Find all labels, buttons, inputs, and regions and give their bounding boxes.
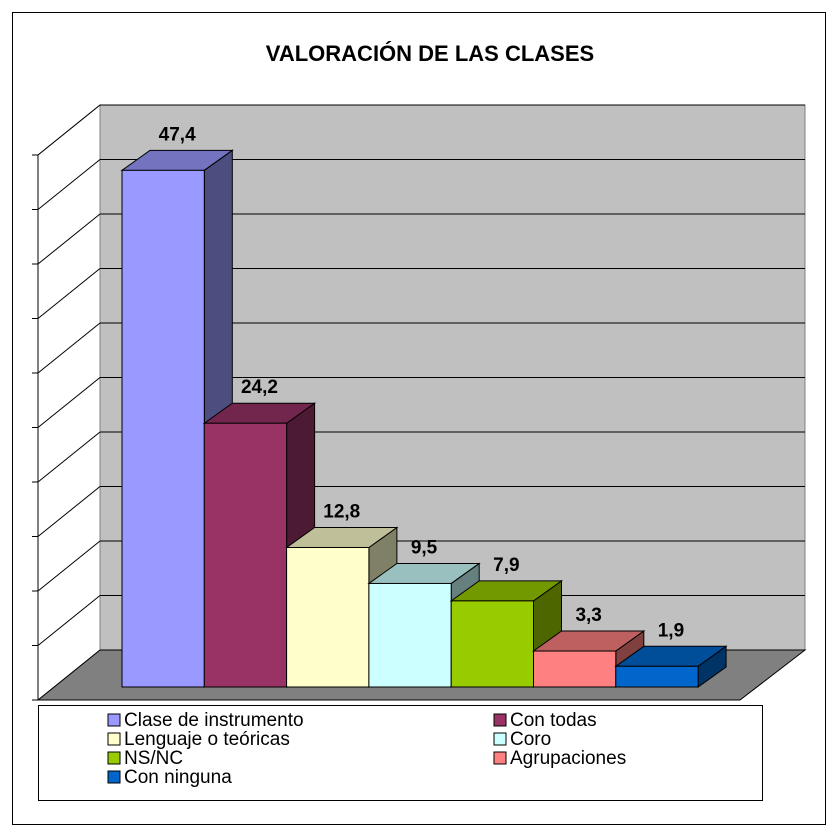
- legend-swatch: [107, 732, 121, 746]
- legend-swatch: [493, 713, 507, 727]
- side-grid-line: [37, 540, 101, 592]
- side-grid-line: [37, 104, 101, 156]
- legend-label: Agrupaciones: [510, 748, 626, 769]
- bar: [615, 665, 699, 688]
- data-label: 7,9: [493, 555, 519, 576]
- bar: [286, 546, 370, 688]
- data-label: 47,4: [159, 124, 196, 145]
- side-grid-line: [37, 486, 101, 537]
- bar: [450, 600, 535, 688]
- bar: [121, 169, 205, 688]
- data-label: 12,8: [323, 501, 360, 522]
- legend: [38, 705, 763, 801]
- legend-swatch: [493, 751, 507, 765]
- data-label: 1,9: [658, 620, 684, 641]
- data-label: 3,3: [575, 605, 601, 626]
- legend-label: NS/NC: [124, 748, 183, 769]
- legend-label: Con ninguna: [124, 767, 232, 788]
- bar: [203, 422, 288, 688]
- legend-label: Coro: [510, 729, 551, 750]
- side-grid-line: [37, 268, 101, 319]
- side-grid-line: [37, 213, 101, 265]
- bar: [533, 650, 617, 688]
- side-grid-line: [37, 431, 101, 483]
- side-grid-line: [37, 322, 101, 374]
- side-grid-line: [37, 159, 101, 210]
- data-label: 24,2: [241, 377, 278, 398]
- bar: [368, 582, 452, 688]
- legend-swatch: [107, 751, 121, 765]
- legend-swatch: [493, 732, 507, 746]
- data-label: 9,5: [411, 537, 438, 558]
- legend-label: Con todas: [510, 710, 597, 731]
- side-grid-line: [37, 649, 101, 701]
- side-grid-line: [37, 377, 101, 428]
- legend-swatch: [107, 770, 121, 784]
- chart-title: VALORACIÓN DE LAS CLASES: [266, 41, 594, 66]
- legend-label: Lenguaje o teóricas: [124, 729, 290, 750]
- legend-label: Clase de instrumento: [124, 710, 304, 731]
- side-grid-line: [37, 595, 101, 646]
- legend-swatch: [107, 713, 121, 727]
